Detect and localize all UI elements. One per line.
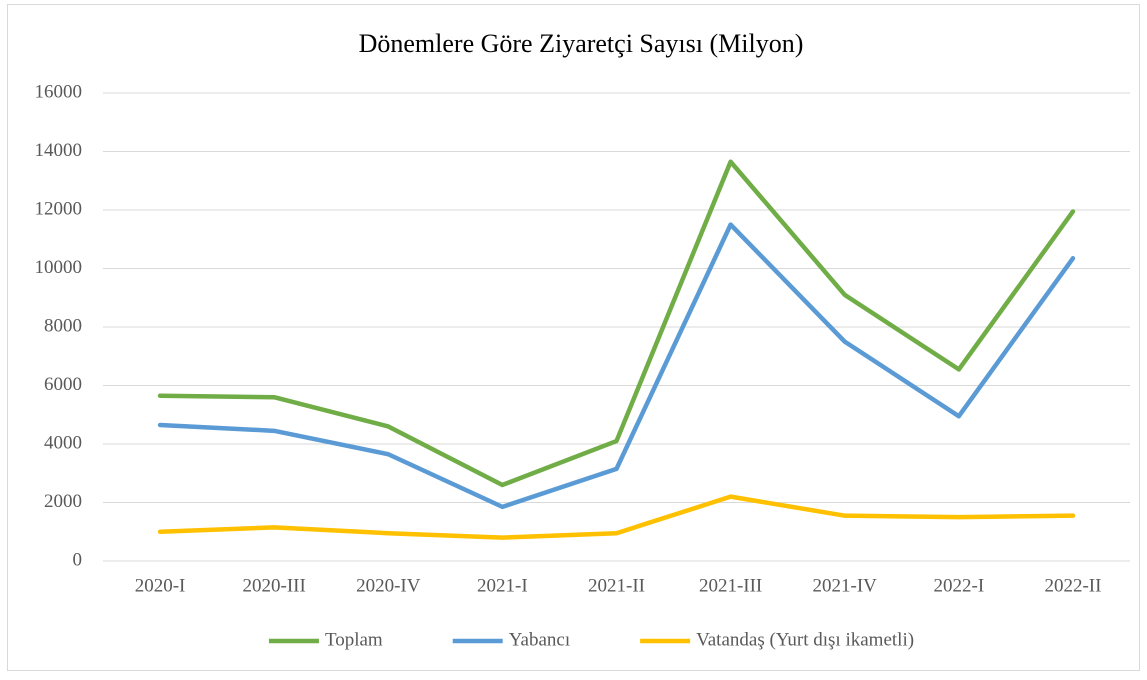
y-tick-label: 2000 [44, 491, 82, 512]
y-tick-label: 0 [73, 549, 83, 570]
y-tick-label: 6000 [44, 374, 82, 395]
x-tick-label: 2022-I [934, 575, 985, 596]
y-tick-label: 14000 [35, 140, 83, 161]
x-tick-label: 2021-II [588, 575, 645, 596]
y-tick-label: 8000 [44, 315, 82, 336]
x-tick-label: 2022-II [1044, 575, 1101, 596]
y-tick-label: 16000 [35, 81, 83, 102]
y-tick-label: 10000 [35, 257, 83, 278]
chart-title: Dönemlere Göre Ziyaretçi Sayısı (Milyon) [359, 29, 804, 58]
series-line [157, 222, 1076, 510]
x-tick-label: 2021-I [477, 575, 528, 596]
y-tick-label: 4000 [44, 432, 82, 453]
series-line [157, 494, 1076, 540]
x-tick-label: 2021-IV [813, 575, 878, 596]
x-tick-label: 2021-III [699, 575, 762, 596]
x-tick-label: 2020-I [135, 575, 186, 596]
x-tick-label: 2020-IV [356, 575, 421, 596]
series-line [157, 159, 1076, 488]
chart-border [7, 4, 1140, 671]
legend-label: Toplam [325, 629, 383, 650]
legend-label: Vatandaş (Yurt dışı ikametli) [696, 629, 914, 650]
y-tick-label: 12000 [35, 198, 83, 219]
x-tick-label: 2020-III [243, 575, 306, 596]
legend-label: Yabancı [509, 629, 570, 650]
